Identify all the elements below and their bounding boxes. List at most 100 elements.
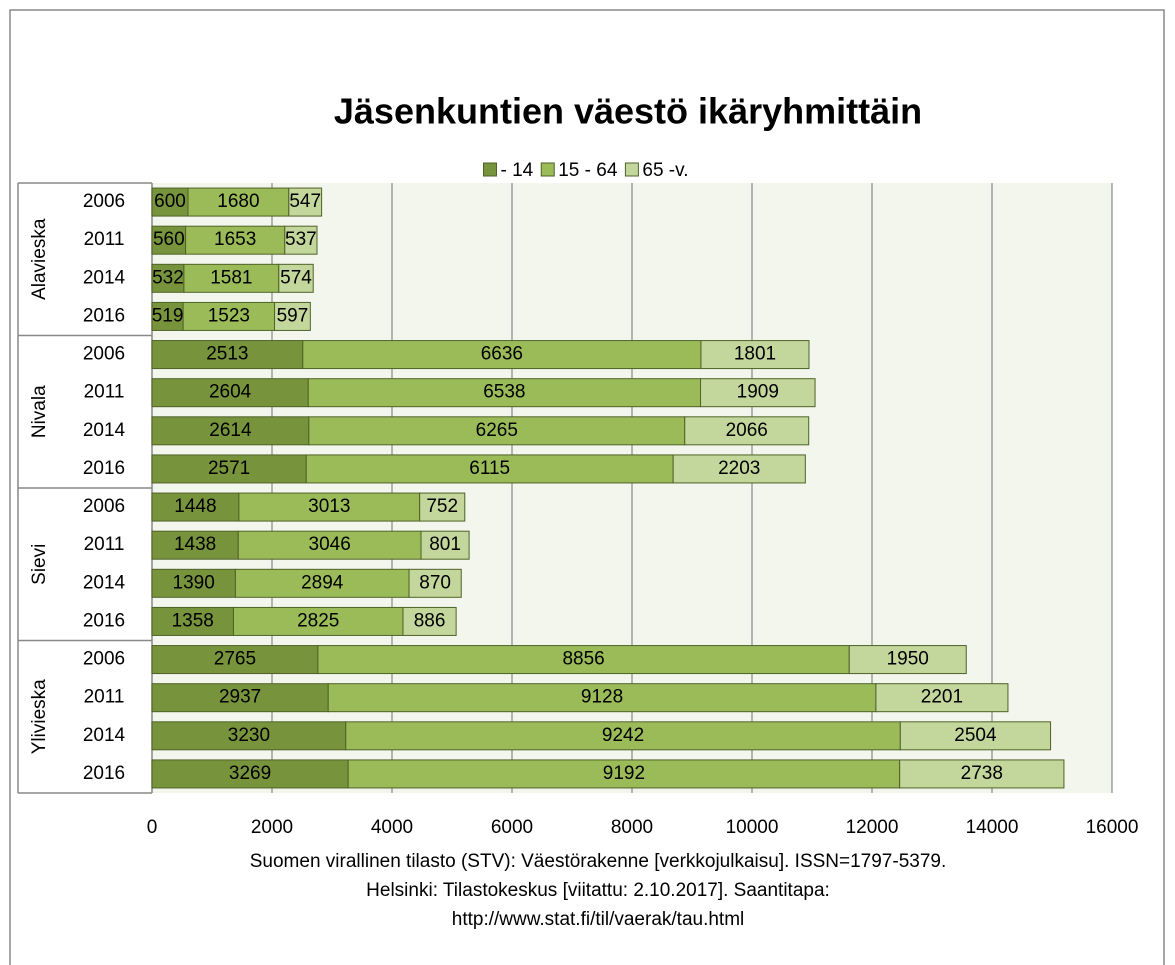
bar-segment: [308, 416, 686, 446]
data-label: 2504: [954, 725, 997, 746]
data-label: 752: [426, 496, 458, 517]
data-label: 1950: [887, 649, 929, 670]
data-label: 2825: [297, 610, 339, 631]
y-tick-label: 2006: [83, 344, 125, 365]
bar-segment: [288, 187, 323, 217]
data-label: 9128: [581, 687, 623, 708]
data-label: 9192: [603, 763, 645, 784]
data-label: 1358: [172, 610, 214, 631]
bar-segment: [317, 645, 850, 675]
data-label: 537: [285, 229, 317, 250]
data-label: 870: [419, 572, 451, 593]
data-label: 1653: [214, 229, 256, 250]
data-label: 6265: [476, 420, 518, 441]
y-tick-label: 2006: [83, 496, 125, 517]
group-label: Alavieska: [29, 218, 50, 300]
y-tick-label: 2011: [84, 229, 125, 250]
bar-segment: [151, 301, 184, 331]
y-tick-label: 2016: [83, 458, 125, 479]
chart-title: Jäsenkuntien väestö ikäryhmittäin: [334, 91, 922, 132]
bar-segment: [284, 225, 318, 255]
x-tick-label: 0: [147, 817, 158, 838]
x-tick-label: 6000: [491, 817, 533, 838]
bar-segment: [684, 416, 810, 446]
bar-segment: [151, 416, 310, 446]
y-tick-label: 2016: [83, 763, 125, 784]
data-label: 2937: [219, 687, 261, 708]
data-label: 547: [289, 191, 321, 212]
bar-segment: [875, 683, 1009, 713]
legend-swatch: [482, 162, 497, 177]
group-label: Nivala: [29, 385, 50, 438]
y-tick-label: 2016: [83, 305, 125, 326]
bar-segment: [182, 301, 276, 331]
data-label: 1581: [210, 267, 252, 288]
legend: - 14 15 - 64 65 -v.: [482, 160, 689, 181]
data-label: 2894: [301, 572, 344, 593]
bar-segment: [402, 606, 457, 636]
data-label: 886: [414, 610, 446, 631]
data-label: 1448: [174, 496, 216, 517]
data-label: 2513: [206, 344, 248, 365]
bar-segment: [700, 378, 816, 408]
x-tick-label: 10000: [726, 817, 779, 838]
data-label: 9242: [602, 725, 644, 746]
data-label: 597: [277, 305, 309, 326]
data-label: 560: [153, 229, 185, 250]
data-label: 2066: [726, 420, 768, 441]
x-tick-label: 16000: [1086, 817, 1139, 838]
bar-segment: [419, 492, 466, 522]
data-label: 1390: [173, 572, 215, 593]
data-label: 2604: [209, 382, 252, 403]
data-label: 1909: [737, 382, 779, 403]
y-tick-label: 2014: [83, 725, 126, 746]
bar-segment: [347, 759, 901, 789]
data-label: 3230: [228, 725, 270, 746]
y-tick-label: 2014: [83, 572, 126, 593]
bar-segment: [151, 340, 304, 370]
data-label: 600: [154, 191, 186, 212]
bar-segment: [232, 606, 404, 636]
data-label: 2614: [209, 420, 252, 441]
chart-frame: [9, 9, 1165, 965]
group-label: Ylivieska: [29, 679, 50, 754]
y-tick-label: 2014: [83, 267, 126, 288]
source-note: http://www.stat.fi/til/vaerak/tau.html: [452, 909, 745, 930]
data-label: 6538: [483, 382, 525, 403]
bar-segment: [899, 721, 1052, 751]
data-label: 519: [152, 305, 184, 326]
source-note: Helsinki: Tilastokeskus [viitattu: 2.10.…: [366, 880, 830, 901]
data-label: 2738: [961, 763, 1003, 784]
bar-segment: [420, 530, 470, 560]
data-label: 6115: [469, 458, 510, 479]
data-label: 1438: [174, 534, 216, 555]
y-tick-label: 2011: [84, 382, 125, 403]
data-label: 574: [280, 267, 312, 288]
data-label: 2571: [208, 458, 250, 479]
x-tick-label: 14000: [966, 817, 1019, 838]
data-label: 8856: [562, 649, 604, 670]
y-tick-label: 2011: [84, 687, 125, 708]
data-label: 532: [152, 267, 184, 288]
source-note: Suomen virallinen tilasto (STV): Väestör…: [250, 851, 947, 872]
bar-segment: [151, 606, 234, 636]
bar-segment: [151, 263, 185, 293]
bar-segment: [408, 568, 462, 598]
y-tick-label: 2006: [83, 191, 125, 212]
y-tick-label: 2006: [83, 649, 125, 670]
data-label: 2765: [214, 649, 256, 670]
bar-segment: [305, 454, 674, 484]
data-label: 1801: [734, 344, 776, 365]
x-tick-label: 12000: [846, 817, 899, 838]
legend-label: - 14: [500, 160, 533, 181]
bar-segment: [345, 721, 901, 751]
y-tick-label: 2011: [84, 534, 125, 555]
data-label: 801: [429, 534, 461, 555]
bar-segment: [151, 683, 329, 713]
bar-segment: [848, 645, 967, 675]
y-tick-label: 2014: [83, 420, 126, 441]
bar-segment: [672, 454, 806, 484]
data-label: 1523: [208, 305, 250, 326]
bar-segment: [307, 378, 702, 408]
